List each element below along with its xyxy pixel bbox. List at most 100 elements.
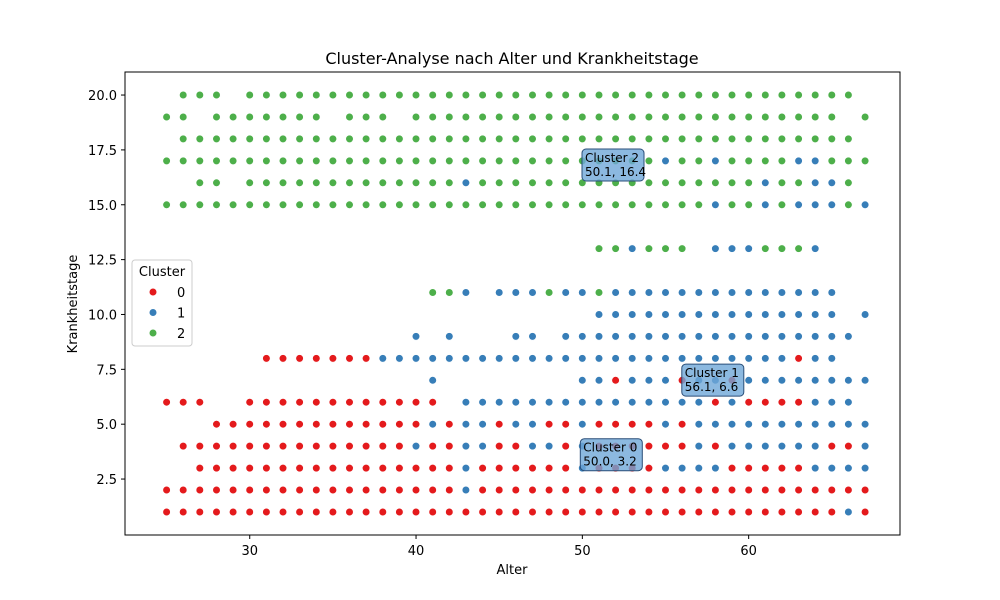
point-cluster-1: [811, 157, 819, 165]
point-cluster-1: [745, 420, 753, 428]
point-cluster-0: [412, 508, 420, 516]
point-cluster-2: [628, 113, 636, 121]
point-cluster-2: [446, 201, 454, 209]
point-cluster-0: [196, 464, 204, 472]
point-cluster-1: [828, 311, 836, 319]
point-cluster-0: [612, 420, 620, 428]
point-cluster-0: [778, 398, 786, 406]
point-cluster-1: [845, 464, 853, 472]
point-cluster-1: [811, 442, 819, 450]
point-cluster-1: [446, 333, 454, 341]
point-cluster-2: [246, 91, 254, 99]
point-cluster-2: [662, 135, 670, 143]
point-cluster-0: [678, 508, 686, 516]
point-cluster-2: [845, 91, 853, 99]
point-cluster-0: [845, 486, 853, 494]
point-cluster-2: [379, 157, 387, 165]
point-cluster-0: [479, 464, 487, 472]
point-cluster-2: [379, 179, 387, 187]
point-cluster-1: [529, 398, 537, 406]
point-cluster-1: [479, 420, 487, 428]
point-cluster-2: [246, 201, 254, 209]
annotation-cluster-1: Cluster 156.1, 6.6: [682, 364, 744, 396]
point-cluster-2: [595, 91, 603, 99]
point-cluster-0: [695, 486, 703, 494]
point-cluster-2: [396, 201, 404, 209]
point-cluster-1: [811, 311, 819, 319]
point-cluster-2: [429, 157, 437, 165]
point-cluster-0: [495, 508, 503, 516]
point-cluster-0: [296, 486, 304, 494]
point-cluster-2: [628, 135, 636, 143]
point-cluster-0: [412, 464, 420, 472]
point-cluster-0: [213, 486, 221, 494]
point-cluster-1: [811, 245, 819, 253]
point-cluster-0: [678, 420, 686, 428]
point-cluster-2: [446, 289, 454, 297]
point-cluster-2: [279, 135, 287, 143]
point-cluster-0: [396, 464, 404, 472]
y-tick-label: 17.5: [88, 144, 117, 159]
point-cluster-0: [612, 486, 620, 494]
point-cluster-2: [695, 113, 703, 121]
point-cluster-0: [728, 508, 736, 516]
point-cluster-2: [313, 179, 321, 187]
point-cluster-0: [313, 464, 321, 472]
point-cluster-1: [512, 398, 520, 406]
point-cluster-1: [811, 420, 819, 428]
point-cluster-0: [263, 398, 271, 406]
point-cluster-0: [313, 355, 321, 363]
point-cluster-2: [346, 135, 354, 143]
point-cluster-1: [712, 333, 720, 341]
point-cluster-2: [762, 157, 770, 165]
point-cluster-0: [662, 508, 670, 516]
x-tick-label: 40: [408, 544, 425, 559]
point-cluster-1: [662, 420, 670, 428]
point-cluster-0: [346, 355, 354, 363]
point-cluster-1: [762, 377, 770, 385]
point-cluster-1: [678, 464, 686, 472]
point-cluster-2: [362, 113, 370, 121]
point-cluster-2: [346, 201, 354, 209]
point-cluster-2: [778, 135, 786, 143]
point-cluster-1: [762, 442, 770, 450]
point-cluster-2: [529, 113, 537, 121]
point-cluster-2: [695, 201, 703, 209]
point-cluster-0: [329, 355, 337, 363]
point-cluster-2: [346, 179, 354, 187]
point-cluster-2: [429, 113, 437, 121]
point-cluster-2: [263, 135, 271, 143]
point-cluster-0: [662, 442, 670, 450]
point-cluster-2: [529, 157, 537, 165]
point-cluster-1: [695, 311, 703, 319]
point-cluster-1: [529, 289, 537, 297]
point-cluster-0: [762, 398, 770, 406]
point-cluster-1: [678, 311, 686, 319]
point-cluster-2: [695, 91, 703, 99]
point-cluster-2: [795, 91, 803, 99]
point-cluster-1: [628, 377, 636, 385]
legend-label: 0: [177, 286, 185, 301]
point-cluster-0: [529, 486, 537, 494]
point-cluster-2: [695, 157, 703, 165]
point-cluster-2: [529, 179, 537, 187]
point-cluster-0: [745, 464, 753, 472]
point-cluster-1: [545, 355, 553, 363]
point-cluster-0: [263, 420, 271, 428]
point-cluster-0: [778, 508, 786, 516]
point-cluster-1: [495, 289, 503, 297]
point-cluster-2: [213, 113, 221, 121]
point-cluster-2: [795, 245, 803, 253]
point-cluster-0: [379, 398, 387, 406]
point-cluster-1: [628, 245, 636, 253]
point-cluster-1: [745, 377, 753, 385]
point-cluster-2: [379, 91, 387, 99]
point-cluster-2: [845, 201, 853, 209]
point-cluster-2: [429, 201, 437, 209]
point-cluster-1: [712, 355, 720, 363]
point-cluster-1: [396, 355, 404, 363]
point-cluster-2: [595, 113, 603, 121]
chart-title: Cluster-Analyse nach Alter und Krankheit…: [325, 49, 698, 68]
point-cluster-0: [612, 508, 620, 516]
point-cluster-0: [678, 486, 686, 494]
